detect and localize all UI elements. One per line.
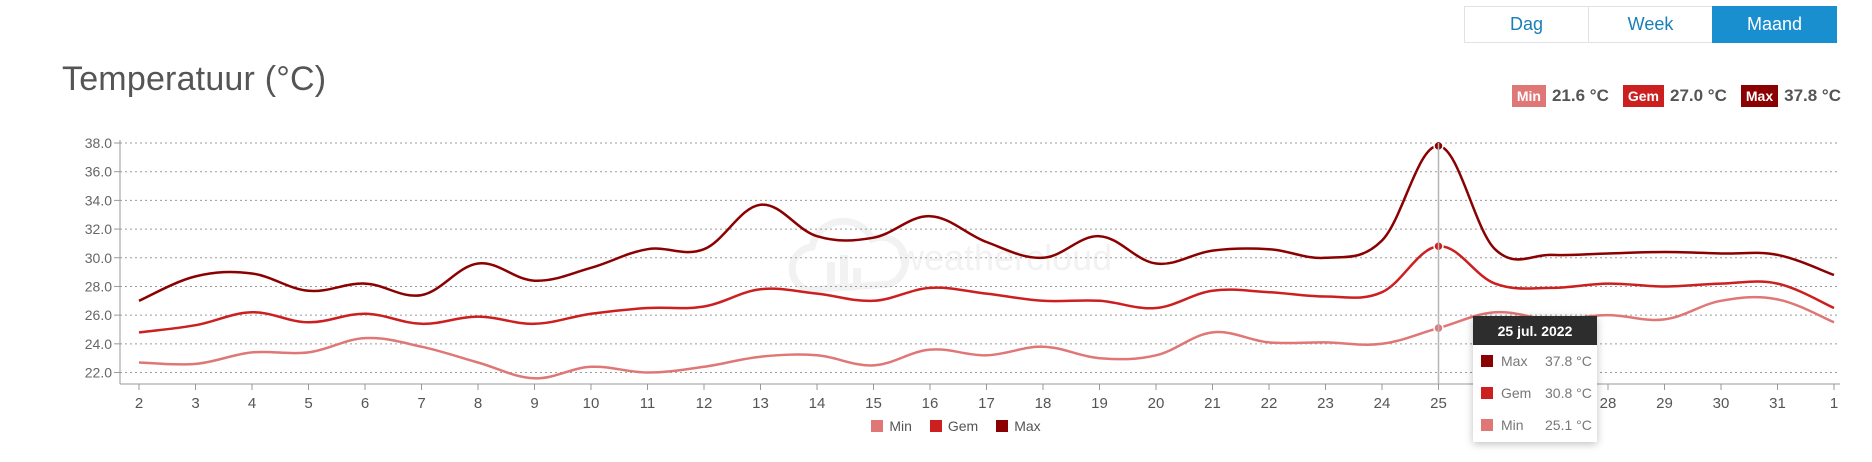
y-tick-label: 22.0 [85, 365, 112, 381]
x-tick-label: 25 [1430, 395, 1447, 412]
y-tick-label: 38.0 [85, 135, 112, 151]
tooltip-row-min: Min 25.1 °C [1473, 409, 1597, 441]
tab-week[interactable]: Week [1588, 6, 1713, 43]
summary-min-value: 21.6 °C [1551, 86, 1609, 105]
summary-gem: Gem 27.0 °C [1622, 85, 1727, 107]
tooltip-swatch-gem [1481, 387, 1493, 399]
x-axis: 2 3 4 5 6 7 8 9 10 11 12 13 14 15 16 17 18 19 20 21 22 23 24 25… [120, 383, 1840, 412]
tooltip-row-gem: Gem 30.8 °C [1473, 377, 1597, 409]
x-tick-label: 12 [696, 395, 713, 412]
x-tick-label: 14 [809, 395, 826, 412]
tooltip-swatch-min [1481, 419, 1493, 431]
legend-label-max: Max [1014, 418, 1041, 434]
tooltip-value-max: 37.8 °C [1545, 353, 1592, 369]
y-tick-label: 24.0 [85, 336, 112, 352]
chart-title: Temperatuur (°C) [62, 60, 327, 98]
summary-stats: Min 21.6 °C Gem 27.0 °C Max 37.8 °C [1498, 85, 1841, 107]
x-tick-label: 6 [361, 395, 369, 412]
legend-swatch-gem [929, 420, 942, 432]
y-tick-label: 28.0 [85, 278, 112, 294]
x-tick-label: 13 [752, 395, 769, 412]
x-tick-label: 28 [1600, 395, 1617, 412]
x-tick-label: 8 [474, 395, 482, 412]
x-tick-label: 19 [1091, 395, 1108, 412]
legend-label-min: Min [889, 418, 912, 434]
chart-tooltip: 25 jul. 2022 Max 37.8 °C Gem 30.8 °C Min… [1473, 316, 1597, 442]
tooltip-name-min: Min [1501, 417, 1524, 433]
summary-gem-value: 27.0 °C [1669, 86, 1727, 105]
x-tick-label: 4 [248, 395, 256, 412]
chart-legend: Min Gem Max [0, 418, 1872, 434]
x-tick-label: 22 [1261, 395, 1278, 412]
y-tick-label: 36.0 [85, 164, 112, 180]
x-tick-label: 16 [922, 395, 939, 412]
x-tick-label: 24 [1374, 395, 1391, 412]
watermark-bar [827, 262, 835, 288]
x-tick-label: 21 [1204, 395, 1221, 412]
grid-lines [120, 142, 1840, 374]
legend-item-min[interactable]: Min [871, 418, 912, 434]
x-tick-label: 1 [1830, 395, 1838, 412]
summary-gem-badge: Gem [1622, 85, 1664, 107]
x-tick-label: 20 [1148, 395, 1165, 412]
x-tick-label: 15 [865, 395, 882, 412]
legend-item-gem[interactable]: Gem [929, 418, 979, 434]
range-tabs: Dag Week Maand [1464, 6, 1837, 43]
x-tick-label: 11 [640, 395, 656, 412]
watermark-logo: weathercloud [788, 217, 1112, 294]
series-line-max [138, 144, 1835, 302]
legend-swatch-max [996, 420, 1009, 432]
tooltip-name-max: Max [1501, 353, 1528, 369]
x-tick-label: 3 [191, 395, 199, 412]
tooltip-date: 25 jul. 2022 [1473, 316, 1597, 345]
tooltip-swatch-max [1481, 355, 1493, 367]
x-tick-label: 30 [1713, 395, 1730, 412]
tooltip-name-gem: Gem [1501, 385, 1532, 401]
summary-max: Max 37.8 °C [1740, 85, 1841, 107]
x-tick-label: 5 [304, 395, 312, 412]
summary-max-value: 37.8 °C [1784, 86, 1841, 105]
x-tick-label: 17 [978, 395, 995, 412]
legend-item-max[interactable]: Max [996, 418, 1041, 434]
tooltip-value-min: 25.1 °C [1545, 417, 1592, 433]
watermark-cloud-icon [788, 217, 909, 294]
watermark-bar [853, 268, 861, 288]
y-axis: 22.0 24.0 26.0 28.0 30.0 32.0 34.0 36.0 38.0 [85, 135, 121, 384]
tooltip-row-max: Max 37.8 °C [1473, 345, 1597, 377]
tab-maand[interactable]: Maand [1712, 6, 1837, 43]
y-tick-label: 30.0 [85, 250, 112, 266]
x-tick-label: 31 [1769, 395, 1786, 412]
y-tick-label: 34.0 [85, 192, 112, 208]
series-line-gem [138, 245, 1835, 334]
y-tick-label: 26.0 [85, 307, 112, 323]
watermark-bar [840, 255, 848, 288]
x-tick-label: 7 [417, 395, 425, 412]
summary-min: Min 21.6 °C [1511, 85, 1609, 107]
tab-dag[interactable]: Dag [1464, 6, 1589, 43]
summary-min-badge: Min [1511, 85, 1546, 107]
legend-swatch-min [871, 420, 884, 432]
x-tick-label: 10 [583, 395, 600, 412]
x-tick-label: 18 [1035, 395, 1052, 412]
x-tick-label: 2 [135, 395, 143, 412]
y-tick-label: 32.0 [85, 221, 112, 237]
watermark-text: weathercloud [897, 237, 1112, 278]
tooltip-value-gem: 30.8 °C [1545, 385, 1592, 401]
x-tick-label: 29 [1656, 395, 1673, 412]
x-tick-label: 9 [530, 395, 538, 412]
legend-label-gem: Gem [947, 418, 979, 434]
x-tick-label: 23 [1317, 395, 1334, 412]
summary-max-badge: Max [1740, 85, 1779, 107]
